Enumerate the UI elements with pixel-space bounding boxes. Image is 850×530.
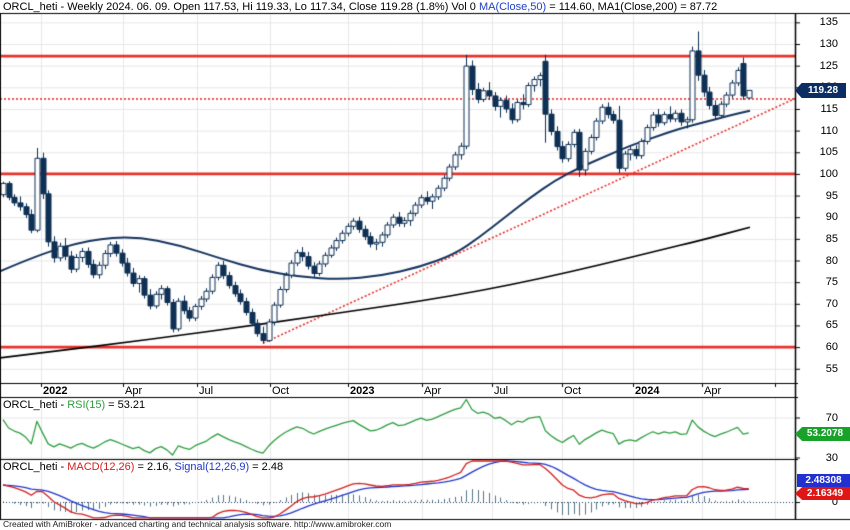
price-tick-label: 75 — [825, 276, 838, 289]
date-tick-label: 2023 — [350, 384, 375, 397]
price-tick-label: 125 — [819, 59, 838, 72]
price-tick-label: 95 — [825, 189, 838, 202]
title-segment: ORCL_heti - — [3, 399, 68, 411]
price-tick-label: 135 — [819, 16, 838, 29]
price-tick-label: 60 — [825, 341, 838, 354]
date-tick-label: Apr — [125, 384, 143, 397]
date-tick-label: Oct — [272, 384, 290, 397]
title-segment: = 114.60, MA1(Close,200) = 87.72 — [546, 1, 718, 13]
price-tick-label: 100 — [819, 167, 838, 180]
title-segment: ORCL_heti - — [3, 461, 68, 473]
price-tick-label: 65 — [825, 319, 838, 332]
date-tick-label: 2022 — [43, 384, 68, 397]
price-tick-label: 110 — [820, 124, 838, 137]
chart-title: ORCL_heti - Weekly 2024. 06. 09. Open 11… — [3, 1, 717, 13]
title-segment: = 2.16, — [134, 461, 175, 473]
price-tick-label: 85 — [825, 232, 838, 245]
date-tick-label: 2024 — [635, 384, 660, 397]
title-segment: MA(Close,50) — [478, 1, 547, 13]
macd-tick-label: 0 — [831, 496, 838, 508]
title-segment: = 53.21 — [105, 399, 146, 411]
title-segment: Signal(12,26,9) — [174, 461, 250, 473]
date-tick-label: Apr — [424, 384, 442, 397]
price-tick-label: 90 — [825, 211, 838, 224]
price-tick-label: 105 — [819, 146, 838, 159]
signal-value-marker: 2.48308 — [797, 474, 850, 487]
macd-panel-title: ORCL_heti - MACD(12,26) = 2.16, Signal(1… — [3, 461, 283, 473]
date-tick-label: Oct — [564, 384, 582, 397]
date-tick-label: Jul — [494, 384, 509, 397]
close-price-marker: 119.28 — [795, 83, 846, 98]
date-tick-label: Apr — [704, 384, 722, 397]
price-tick-label: 70 — [825, 297, 838, 310]
price-tick-label: 130 — [819, 38, 838, 50]
title-segment: RSI(15) — [67, 399, 106, 411]
price-tick-label: 115 — [820, 102, 838, 115]
price-tick-label: 80 — [825, 254, 838, 267]
price-tick-label: 55 — [825, 362, 838, 375]
rsi-tick-label: 70 — [825, 411, 838, 424]
title-segment: MACD(12,26) — [67, 461, 135, 473]
rsi-value-marker: 53.2078 — [795, 427, 850, 441]
title-segment: = 2.48 — [249, 461, 284, 473]
rsi-tick-label: 30 — [825, 451, 838, 464]
macd-value-marker: 2.16349 — [795, 487, 850, 500]
date-tick-label: Jul — [199, 384, 214, 397]
rsi-panel-title: ORCL_heti - RSI(15) = 53.21 — [3, 399, 145, 411]
title-segment: ORCL_heti - Weekly 2024. 06. 09. Open 11… — [3, 1, 479, 13]
credit-text: Created with AmiBroker - advanced charti… — [3, 519, 392, 529]
